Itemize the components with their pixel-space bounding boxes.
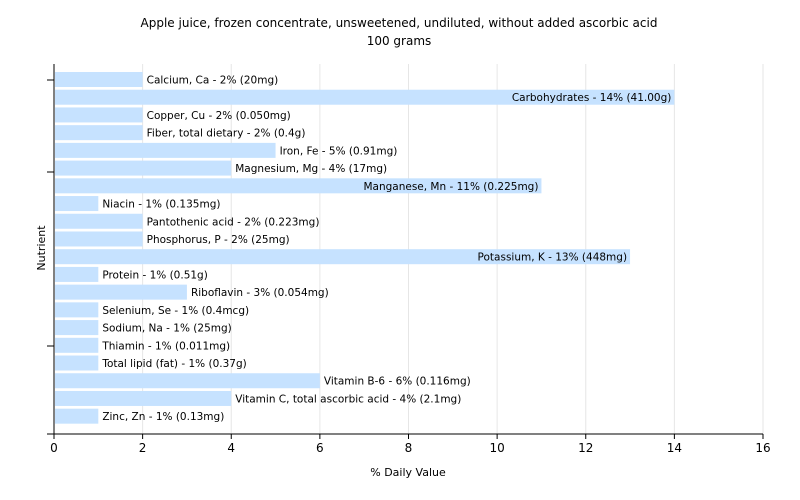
bar-label: Zinc, Zn - 1% (0.13mg) <box>102 411 224 423</box>
bar-label: Iron, Fe - 5% (0.91mg) <box>280 145 398 157</box>
x-tick-label: 14 <box>667 441 682 455</box>
bar-label: Protein - 1% (0.51g) <box>102 269 208 281</box>
bar-label: Manganese, Mn - 11% (0.225mg) <box>363 181 538 193</box>
bar-label: Total lipid (fat) - 1% (0.37g) <box>101 358 246 370</box>
bar-label: Vitamin B-6 - 6% (0.116mg) <box>324 376 471 388</box>
bar <box>55 284 187 300</box>
bar <box>55 390 232 406</box>
x-tick-label: 4 <box>227 441 235 455</box>
x-tick-label: 16 <box>755 441 770 455</box>
bar <box>55 142 276 158</box>
bar-label: Copper, Cu - 2% (0.050mg) <box>147 110 291 122</box>
bar <box>55 266 99 282</box>
x-tick-label: 0 <box>50 441 58 455</box>
bar <box>55 355 99 371</box>
bar-label: Pantothenic acid - 2% (0.223mg) <box>147 216 320 228</box>
bar <box>55 178 542 194</box>
bar <box>55 89 675 105</box>
bar-label: Fiber, total dietary - 2% (0.4g) <box>147 128 306 140</box>
axes: 0 2 4 6 8 10 12 14 16 <box>47 64 771 455</box>
bar-label: Vitamin C, total ascorbic acid - 4% (2.1… <box>235 393 461 405</box>
bars <box>55 72 675 424</box>
bar-label: Magnesium, Mg - 4% (17mg) <box>235 163 387 175</box>
x-tick-label: 8 <box>405 441 413 455</box>
x-tick-label: 10 <box>489 441 504 455</box>
bar <box>55 231 143 247</box>
bar-label: Phosphorus, P - 2% (25mg) <box>147 234 290 246</box>
bar <box>55 302 99 318</box>
bar <box>55 213 143 229</box>
chart-title: Apple juice, frozen concentrate, unsweet… <box>141 16 658 30</box>
bar-label: Calcium, Ca - 2% (20mg) <box>147 75 279 87</box>
bar-label: Riboflavin - 3% (0.054mg) <box>191 287 329 299</box>
bar <box>55 107 143 123</box>
bar-label: Carbohydrates - 14% (41.00g) <box>512 92 672 104</box>
bar <box>55 196 99 212</box>
chart-subtitle: 100 grams <box>367 34 432 48</box>
bar-labels: Calcium, Ca - 2% (20mg) Carbohydrates - 1… <box>101 75 671 424</box>
bar <box>55 125 143 141</box>
x-tick-label: 2 <box>139 441 147 455</box>
bar-label: Niacin - 1% (0.135mg) <box>102 199 220 211</box>
bar-label: Thiamin - 1% (0.011mg) <box>101 340 230 352</box>
bar <box>55 160 232 176</box>
bar <box>55 373 320 389</box>
y-axis-title: Nutrient <box>35 225 48 271</box>
gridlines <box>142 64 764 434</box>
bar <box>55 72 143 87</box>
bar-label: Potassium, K - 13% (448mg) <box>478 252 628 264</box>
x-tick-label: 6 <box>316 441 324 455</box>
bar <box>55 320 99 336</box>
x-axis-title: % Daily Value <box>370 466 446 479</box>
bar-label: Selenium, Se - 1% (0.4mcg) <box>102 305 249 317</box>
bar-label: Sodium, Na - 1% (25mg) <box>102 323 231 335</box>
bar <box>55 337 99 353</box>
x-tick-label: 12 <box>578 441 593 455</box>
bar <box>55 408 99 424</box>
bar <box>55 249 631 265</box>
